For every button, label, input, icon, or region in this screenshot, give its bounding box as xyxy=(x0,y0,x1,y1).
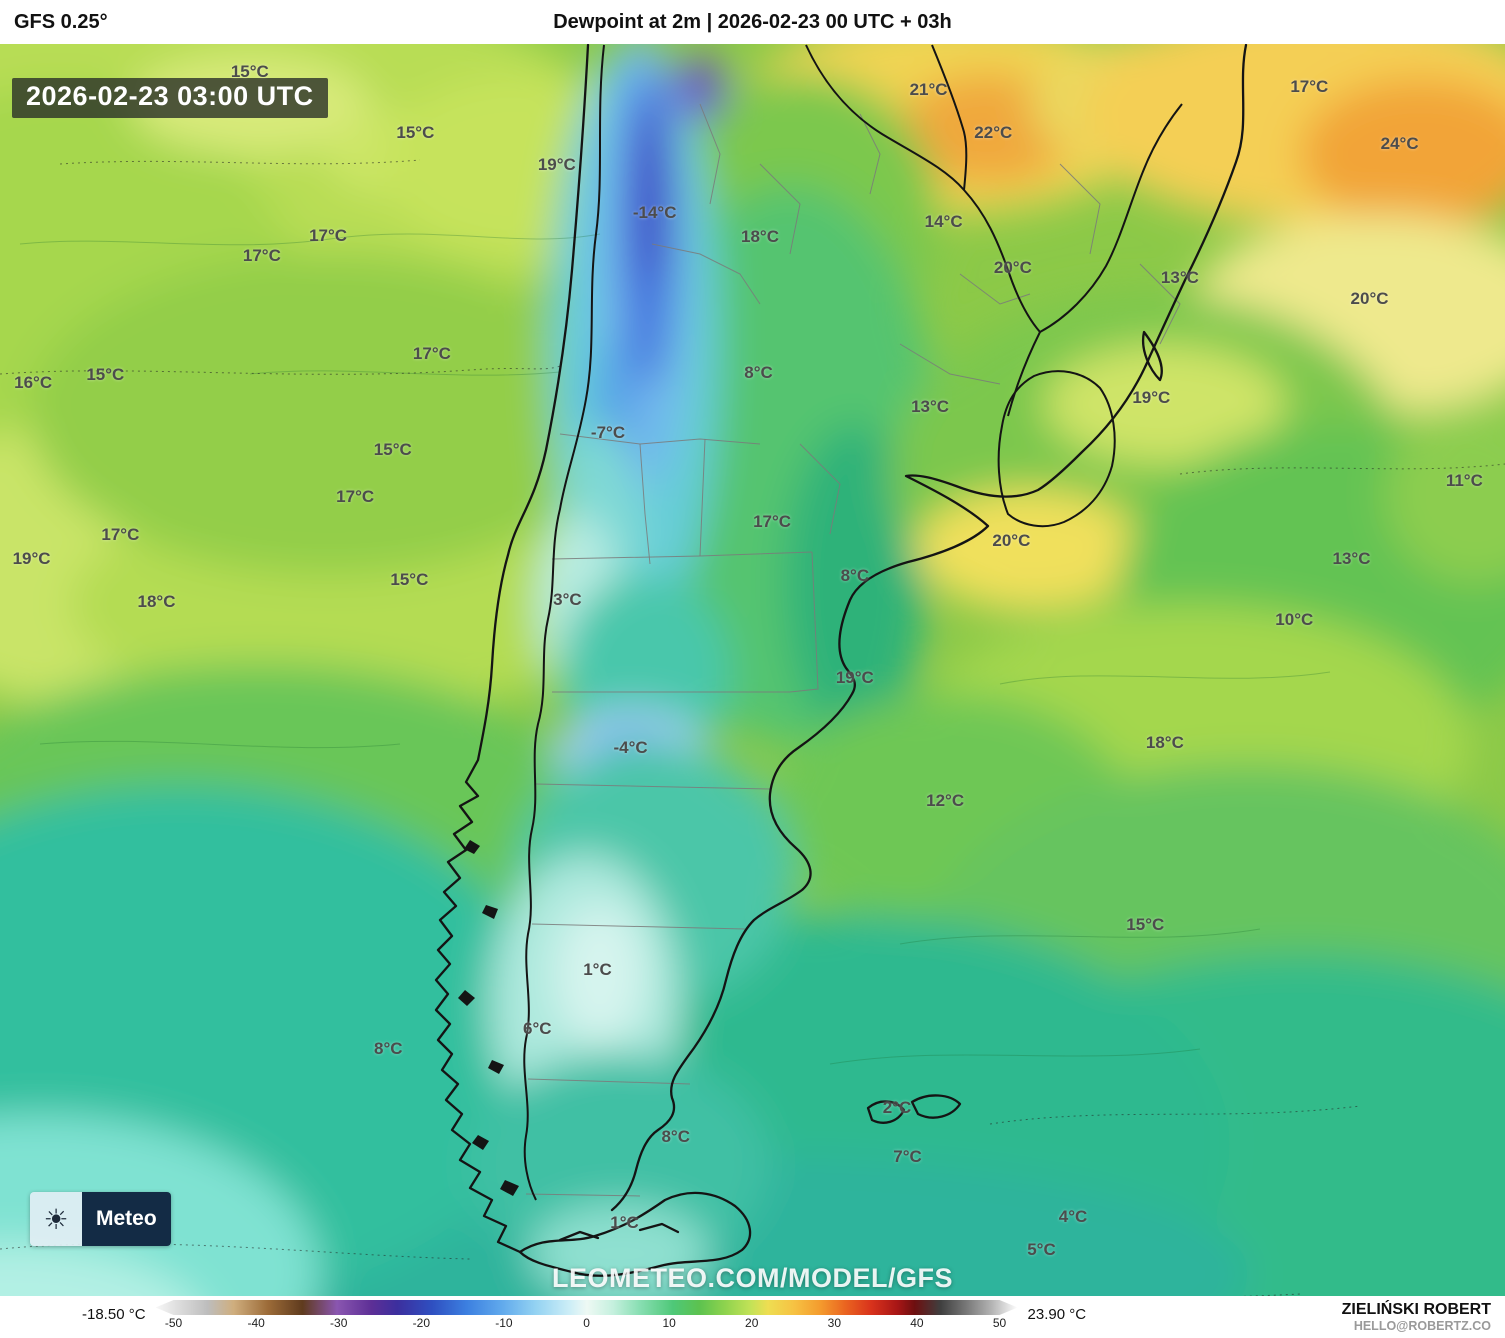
temp-label: 17°C xyxy=(1290,76,1329,96)
credit-name: ZIELIŃSKI ROBERT xyxy=(1341,1301,1491,1318)
temp-label: 8°C xyxy=(744,363,773,383)
scale-tick: -10 xyxy=(495,1316,513,1330)
temp-label: 10°C xyxy=(1275,609,1314,629)
contour-lines xyxy=(19,233,1331,1065)
sun-icon: ☀ xyxy=(30,1192,82,1246)
scale-ticks: -50 -40 -30 -20 -10 0 10 20 30 40 50 xyxy=(165,1316,1006,1330)
map-canvas xyxy=(0,44,1505,1296)
watermark: LEOMETEO.COM/MODEL/GFS xyxy=(552,1263,953,1293)
temp-label: 8°C xyxy=(840,566,870,586)
header: Dewpoint at 2m | 2026-02-23 00 UTC + 03h… xyxy=(0,0,1505,44)
temp-label: 15°C xyxy=(396,122,435,142)
temp-label: -7°C xyxy=(590,423,626,443)
temp-label: 3°C xyxy=(553,589,582,609)
temp-label: 17°C xyxy=(309,225,348,245)
dewpoint-field xyxy=(0,44,1505,1296)
temp-label: 17°C xyxy=(101,524,140,544)
weather-map: 2026-02-23 03:00 UTC 15°C 15°C 19°C -14°C 21… xyxy=(0,44,1505,1296)
temp-label: 15°C xyxy=(86,364,125,384)
color-scale: -50 -40 -30 -20 -10 0 10 20 30 40 50 xyxy=(155,1300,1018,1330)
temp-label: 17°C xyxy=(412,344,451,364)
scale-tick: -50 xyxy=(164,1316,183,1330)
temp-label: 15°C xyxy=(390,569,429,589)
map-title: Dewpoint at 2m | 2026-02-23 00 UTC + 03h xyxy=(553,10,952,33)
temp-label: 1°C xyxy=(610,1213,639,1233)
temp-label: 12°C xyxy=(926,791,965,811)
scale-tick: -30 xyxy=(330,1316,348,1330)
footer: -18.50 °C -50 -40 -30 -20 -10 0 10 20 30 40 50 23.… xyxy=(0,1296,1505,1338)
temp-label: 18°C xyxy=(1145,732,1184,752)
scale-tick: -20 xyxy=(412,1316,430,1330)
temp-label: 11°C xyxy=(1445,470,1483,490)
temp-label: -4°C xyxy=(613,737,648,757)
temp-label: 20°C xyxy=(993,258,1032,278)
temp-label: 15°C xyxy=(373,439,412,459)
temp-label: -14°C xyxy=(632,203,677,223)
temp-label: 18°C xyxy=(137,592,176,612)
scale-tick: 20 xyxy=(745,1316,759,1330)
temp-label: 13°C xyxy=(911,397,950,417)
temp-label: 13°C xyxy=(1332,548,1371,568)
temp-label: 19°C xyxy=(12,548,51,568)
fjord-islands xyxy=(458,840,519,1196)
temp-label: 21°C xyxy=(909,80,948,100)
credit-email: HELLO@ROBERTZ.CO xyxy=(1353,1319,1491,1334)
temp-label: 5°C xyxy=(1027,1239,1056,1259)
temp-label: 2°C xyxy=(882,1098,912,1118)
scale-max-value: 23.90 °C xyxy=(1027,1306,1087,1323)
temp-label: 20°C xyxy=(992,531,1031,551)
temp-label: 8°C xyxy=(661,1126,690,1146)
scale-tick: 50 xyxy=(992,1316,1007,1330)
timestamp-overlay: 2026-02-23 03:00 UTC xyxy=(12,78,328,118)
scale-tick: 40 xyxy=(910,1316,924,1330)
temp-label: 18°C xyxy=(741,226,780,246)
temp-label: 17°C xyxy=(753,512,792,532)
scale-tick: 10 xyxy=(662,1316,676,1330)
province-borders xyxy=(525,103,1181,1197)
temp-label: 16°C xyxy=(14,373,53,393)
scale-min-value: -18.50 °C xyxy=(82,1306,146,1323)
temp-label: 15°C xyxy=(230,61,269,81)
temp-label: 4°C xyxy=(1058,1207,1088,1227)
temp-label: 6°C xyxy=(523,1019,552,1039)
temp-label: 22°C xyxy=(974,122,1013,142)
temp-label: 24°C xyxy=(1380,134,1419,154)
scale-tick: 30 xyxy=(827,1316,842,1330)
color-scale-bar xyxy=(155,1300,1018,1315)
temp-label: 19°C xyxy=(1132,388,1171,408)
temp-label: 17°C xyxy=(336,487,375,507)
coastline-path xyxy=(434,44,1248,1277)
temp-label: 20°C xyxy=(1350,289,1389,309)
logo-text: Meteo xyxy=(82,1192,171,1246)
national-borders xyxy=(523,44,1183,1201)
credit-block: ZIELIŃSKI ROBERT HELLO@ROBERTZ.CO xyxy=(1342,1300,1491,1334)
temp-label: 8°C xyxy=(374,1039,403,1059)
scale-tick: -40 xyxy=(247,1316,265,1330)
temp-label: 1°C xyxy=(583,960,612,980)
temp-label: 19°C xyxy=(537,155,576,175)
temp-label: 7°C xyxy=(893,1147,922,1167)
temp-label: 17°C xyxy=(242,245,281,265)
temp-label: 19°C xyxy=(835,667,874,687)
temp-label: 15°C xyxy=(1126,915,1165,935)
temp-label: 13°C xyxy=(1160,268,1199,288)
model-name: GFS 0.25° xyxy=(14,10,108,33)
scale-tick: 0 xyxy=(583,1316,590,1330)
site-logo[interactable]: ☀ Meteo xyxy=(30,1192,171,1246)
temp-label: 14°C xyxy=(924,211,963,231)
